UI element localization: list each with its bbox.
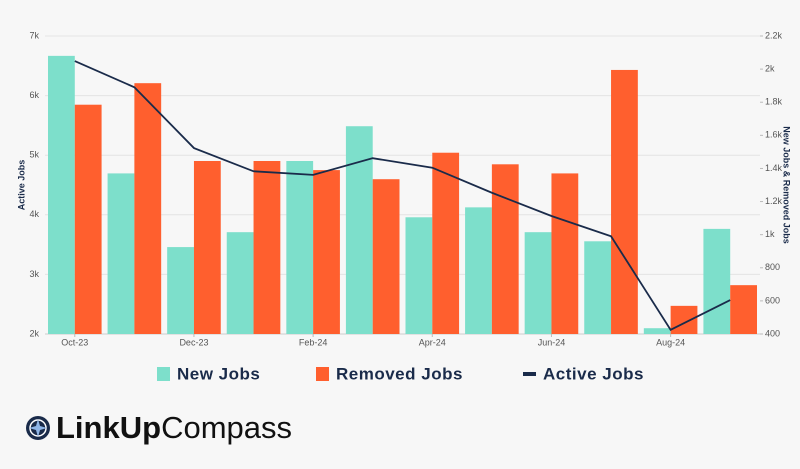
bar (167, 247, 194, 334)
x-tick-label: Dec-23 (179, 337, 208, 347)
bar (643, 328, 671, 334)
bar (193, 160, 221, 334)
y2-tick-label: 1k (765, 229, 775, 239)
y2-axis-title: New Jobs & Removed Jobs (782, 126, 792, 244)
line (74, 60, 731, 331)
y2-tick-label: 2k (765, 63, 775, 73)
bar (491, 164, 519, 334)
bar (107, 173, 135, 334)
y2-tick-label: 1.2k (765, 196, 783, 206)
y-tick-label: 4k (29, 209, 39, 219)
bar (584, 241, 612, 334)
bar (313, 170, 340, 334)
x-tick-label: Jun-24 (538, 337, 566, 347)
bar (551, 173, 579, 334)
y2-tick-label: 1.4k (765, 163, 783, 173)
y-tick-label: 6k (29, 90, 39, 100)
logo-star (29, 419, 47, 437)
brand-name: LinkUp (56, 410, 161, 445)
bar (432, 152, 460, 334)
bar (730, 285, 757, 334)
y-tick-label: 3k (29, 269, 39, 279)
y2-tick-label: 2.2k (765, 30, 783, 40)
bar (611, 69, 638, 334)
bar (524, 232, 552, 334)
y-tick-label: 5k (29, 150, 39, 160)
legend-swatch (316, 367, 329, 381)
y-tick-label: 7k (29, 30, 39, 40)
y-axis-title: Active Jobs (16, 160, 26, 211)
y2-tick-label: 1.8k (765, 97, 783, 107)
bar (703, 228, 731, 334)
bar (670, 305, 698, 334)
legend-label: Active Jobs (543, 364, 644, 383)
bar (134, 83, 162, 334)
y2-tick-label: 1.6k (765, 130, 783, 140)
y2-tick-label: 800 (765, 262, 780, 272)
x-tick-label: Feb-24 (299, 337, 328, 347)
legend-label: Removed Jobs (336, 364, 463, 383)
y2-tick-label: 400 (765, 328, 780, 338)
bar (48, 55, 75, 334)
legend-swatch (523, 372, 536, 376)
legend-swatch (157, 367, 170, 381)
bar (286, 160, 314, 334)
bar (372, 179, 400, 334)
x-tick-label: Oct-23 (61, 337, 88, 347)
x-tick-label: Apr-24 (419, 337, 446, 347)
bar (253, 160, 281, 334)
y-tick-label: 2k (29, 328, 39, 338)
y2-tick-label: 600 (765, 295, 780, 305)
bar (405, 217, 433, 334)
bar (226, 232, 254, 334)
legend-label: New Jobs (177, 364, 260, 383)
x-tick-label: Aug-24 (656, 337, 685, 347)
bar (465, 207, 492, 334)
bar (74, 104, 102, 334)
bar (345, 126, 373, 334)
logo: LinkUpCompass (26, 410, 292, 445)
brand-product: Compass (161, 410, 292, 445)
logo-text: LinkUpCompass (56, 410, 292, 445)
